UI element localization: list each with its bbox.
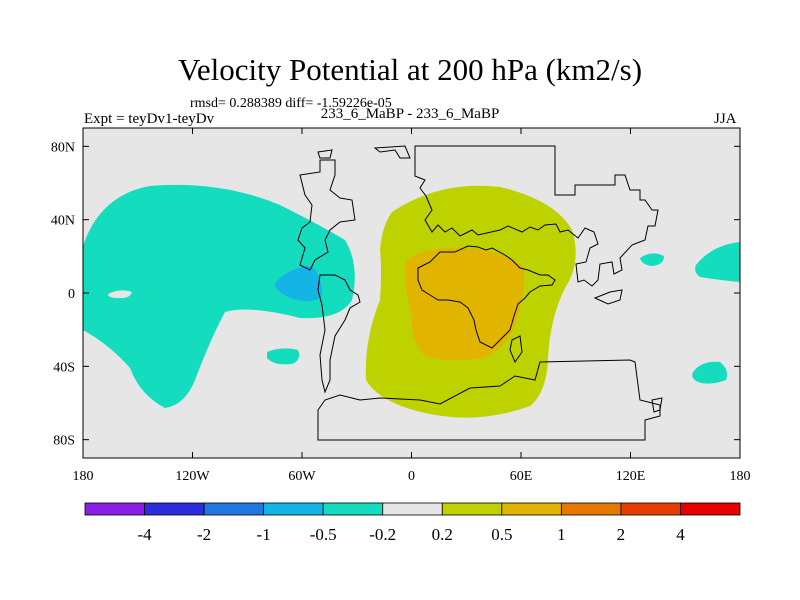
colorbar-label: 4 [676, 525, 685, 544]
colorbar-swatch [382, 502, 443, 516]
experiment-label: Expt = teyDv1-teyDv [84, 111, 215, 127]
coastline-north-america [297, 159, 356, 271]
y-tick-label: 80N [51, 140, 75, 155]
colorbar-swatch [620, 502, 681, 516]
contour-pacific-negative [83, 184, 355, 408]
x-tick-label: 120E [616, 469, 646, 484]
colorbar-swatch [680, 502, 741, 516]
colorbar-swatch [441, 502, 503, 516]
coastline-eurasia [414, 145, 659, 287]
x-tick-label: 180 [730, 469, 751, 484]
contour-east-pacific-patch [695, 242, 740, 282]
coastline-south-america [317, 274, 361, 394]
colorbar-label: 0.5 [491, 525, 512, 544]
colorbar-label: -0.5 [310, 525, 337, 544]
colorbar: -4 -2 -1 -0.5 -0.2 0.2 0.5 1 2 4 [84, 502, 741, 544]
axes: 180 120W 60W 0 60E 120E 180 80N 40N 0 40S 80S [51, 128, 751, 484]
colorbar-swatch [144, 502, 205, 516]
colorbar-swatch [501, 502, 562, 516]
chart-title: Velocity Potential at 200 hPa (km2/s) [177, 52, 643, 87]
colorbar-label: -0.2 [369, 525, 396, 544]
coastline-africa [417, 245, 556, 349]
colorbar-label: 2 [617, 525, 626, 544]
y-tick-label: 80S [53, 434, 75, 449]
colorbar-label: 0.2 [432, 525, 453, 544]
coastline-new-zealand [651, 397, 663, 413]
coastline-se-asia [593, 289, 623, 305]
coastlines [297, 145, 663, 441]
colorbar-swatch [203, 502, 265, 516]
colorbar-label: 1 [557, 525, 566, 544]
contour-south-indian-patch [692, 361, 728, 384]
x-tick-label: 120W [175, 469, 210, 484]
x-tick-label: 0 [408, 469, 415, 484]
case-label: 233_6_MaBP - 233_6_MaBP [320, 106, 500, 122]
contour-fills [83, 184, 740, 418]
contour-west-pacific-patch [640, 253, 664, 266]
coastline-greenland [373, 145, 411, 159]
contour-africa-core-positive [405, 247, 525, 361]
colorbar-label: -2 [197, 525, 211, 544]
colorbar-swatch [84, 502, 145, 516]
colorbar-swatch [322, 502, 384, 516]
coastline-madagascar [509, 335, 523, 364]
y-tick-label: 40S [53, 360, 75, 375]
season-label: JJA [714, 111, 737, 127]
x-tick-label: 60E [510, 469, 533, 484]
colorbar-swatch [560, 502, 622, 516]
colorbar-label: -4 [137, 525, 152, 544]
contour-hole-1 [108, 290, 132, 299]
y-tick-label: 0 [68, 287, 75, 302]
x-tick-label: 60W [288, 469, 316, 484]
contour-south-pacific-patch [267, 348, 300, 365]
stats-label: rmsd= 0.288389 diff= -1.59226e-05 [190, 96, 392, 111]
coastline-antarctica [317, 359, 661, 441]
contour-central-america-negative [274, 266, 322, 302]
colorbar-label: -1 [257, 525, 271, 544]
colorbar-swatch [263, 502, 324, 516]
x-tick-label: 180 [73, 469, 94, 484]
coastline-arctic-islands [317, 149, 333, 159]
y-tick-label: 40N [51, 214, 75, 229]
